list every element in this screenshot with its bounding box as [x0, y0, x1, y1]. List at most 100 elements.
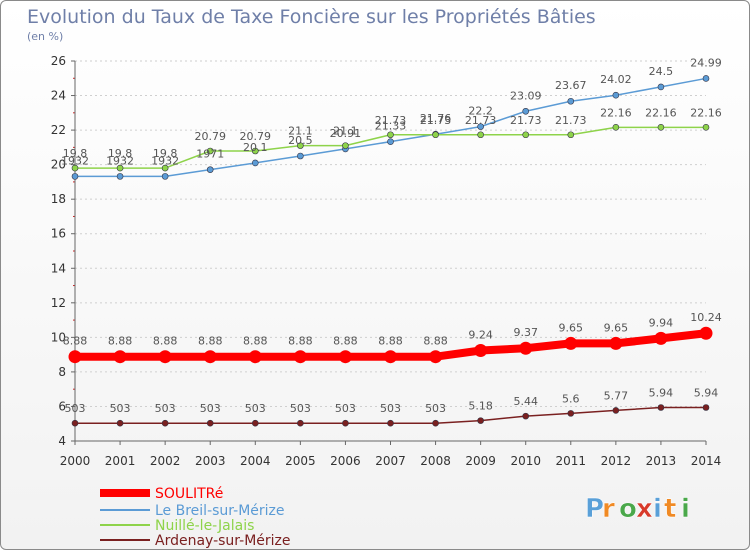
- data-label: 20.91: [330, 127, 362, 140]
- y-tick-label: 16: [51, 227, 66, 241]
- data-label: 19.8: [108, 147, 133, 160]
- logo-letter: r: [602, 494, 615, 524]
- data-label: 20.79: [240, 130, 272, 143]
- y-tick-labels: 4 6 8 10 12 14 16 18 20 22 24 26: [51, 54, 66, 448]
- data-point: [113, 350, 127, 364]
- data-point: [432, 419, 439, 427]
- x-tick-label: 2001: [105, 454, 136, 468]
- data-label: 19.8: [153, 147, 178, 160]
- data-point: [477, 417, 484, 424]
- legend-label: Nuillé-le-Jalais: [155, 518, 254, 534]
- data-point: [567, 131, 575, 139]
- data-label: 21.73: [420, 114, 452, 127]
- data-label: 5.94: [694, 386, 719, 399]
- data-label: 23.09: [510, 89, 542, 102]
- data-label: 21.76: [420, 112, 452, 125]
- data-point: [387, 138, 394, 145]
- data-point: [158, 350, 172, 364]
- data-label: 22.16: [645, 106, 677, 119]
- legend-label: SOULITRé: [155, 486, 223, 502]
- data-label: 503: [65, 402, 86, 415]
- data-point: [477, 131, 484, 139]
- y-tick-label: 14: [51, 261, 66, 275]
- data-label: 503: [110, 402, 131, 415]
- y-tick-label: 18: [51, 192, 66, 206]
- data-label: 1932: [151, 154, 179, 167]
- data-point: [116, 419, 124, 427]
- data-point: [699, 326, 713, 340]
- data-label: 503: [155, 402, 176, 415]
- data-label: 8.88: [378, 335, 403, 348]
- y-tick-label: 10: [51, 330, 66, 344]
- data-point: [71, 173, 79, 180]
- data-point: [251, 419, 259, 427]
- data-label: 22.16: [600, 106, 632, 119]
- data-point: [522, 131, 530, 139]
- y-tick-label: 20: [51, 158, 66, 172]
- data-label: 5.6: [562, 392, 580, 405]
- data-point: [567, 410, 575, 417]
- y-tick-label: 26: [51, 54, 66, 68]
- data-label: 503: [200, 402, 221, 415]
- data-label: 5.44: [513, 395, 538, 408]
- chart-title: Evolution du Taux de Taxe Foncière sur l…: [27, 6, 596, 28]
- data-point: [657, 83, 665, 91]
- data-point: [297, 419, 304, 427]
- data-point: [387, 131, 394, 139]
- data-point: [612, 124, 620, 131]
- data-label: 21.1: [288, 125, 313, 138]
- data-label: 8.88: [153, 335, 178, 348]
- data-label: 24.02: [600, 73, 632, 86]
- data-point: [477, 123, 484, 130]
- data-point: [702, 404, 710, 411]
- data-point: [297, 152, 304, 160]
- x-tick-label: 2008: [420, 454, 451, 468]
- data-point: [384, 350, 397, 364]
- data-point: [161, 173, 169, 180]
- data-label: 5.94: [649, 386, 674, 399]
- x-tick-label: 2007: [375, 454, 406, 468]
- y-tick-label: 8: [58, 365, 66, 379]
- data-point: [522, 107, 530, 115]
- data-point: [251, 147, 259, 155]
- data-label: 21.73: [555, 114, 587, 127]
- data-point: [116, 164, 124, 172]
- data-point: [432, 131, 439, 139]
- data-point: [702, 124, 710, 131]
- logo-letter: i: [681, 494, 690, 524]
- data-point: [657, 404, 665, 411]
- x-tick-label: 2009: [465, 454, 496, 468]
- data-point: [654, 331, 668, 345]
- x-tick-labels: 2000 2001 2002 2003 2004 2005 2006 2007 2008 2009…: [60, 454, 722, 468]
- x-tick-label: 2011: [556, 454, 587, 468]
- data-point: [429, 350, 443, 364]
- logo-letter: t: [664, 494, 676, 524]
- data-label: 503: [335, 402, 356, 415]
- data-label: 8.88: [423, 335, 448, 348]
- data-point: [342, 142, 349, 149]
- data-point: [519, 341, 533, 355]
- data-label: 23.67: [555, 79, 587, 92]
- data-label: 8.88: [333, 335, 358, 348]
- logo-letter: i: [653, 494, 662, 524]
- data-label: 5.18: [468, 400, 493, 413]
- data-point: [206, 147, 214, 155]
- data-point: [71, 419, 79, 427]
- data-label: 8.88: [63, 335, 88, 348]
- y-tick-label: 6: [58, 399, 66, 413]
- data-label: 503: [245, 402, 266, 415]
- logo-letter: x: [636, 494, 653, 524]
- data-label: 21.73: [375, 114, 407, 127]
- y-tick-label: 12: [51, 296, 66, 310]
- y-tick-label: 24: [51, 89, 66, 103]
- data-point: [161, 164, 169, 172]
- data-label: 503: [425, 402, 446, 415]
- data-point: [657, 124, 665, 131]
- data-label: 503: [290, 402, 311, 415]
- data-label: 8.88: [198, 335, 223, 348]
- data-point: [567, 97, 575, 105]
- y-tick-label: 4: [58, 434, 66, 448]
- data-label: 8.88: [243, 335, 268, 348]
